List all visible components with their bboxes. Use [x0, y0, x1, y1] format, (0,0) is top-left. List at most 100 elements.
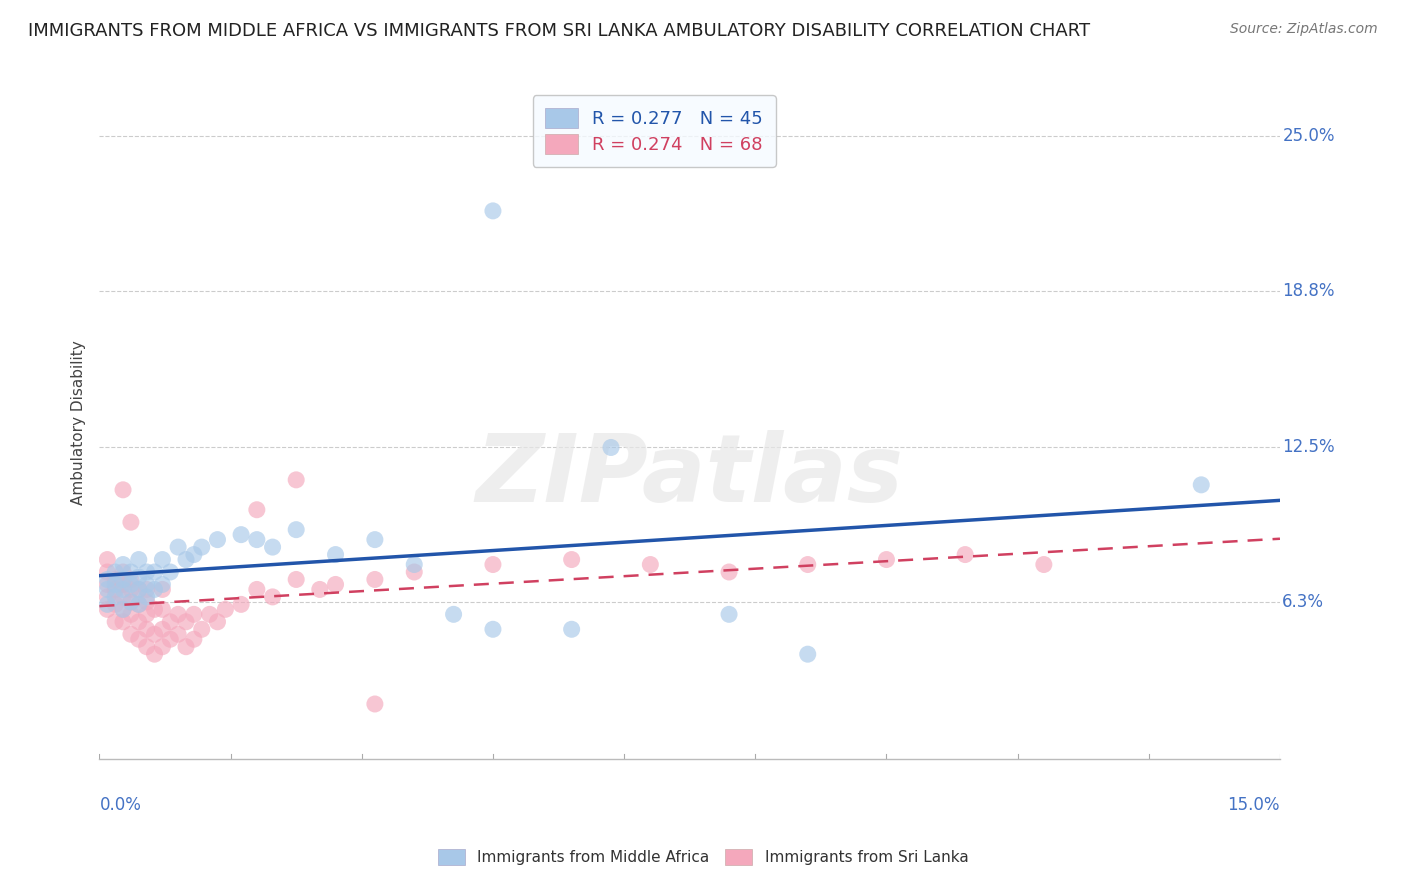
- Point: [96, 577, 118, 591]
- Point: [152, 640, 174, 654]
- Point: [128, 582, 150, 597]
- Point: [364, 697, 387, 711]
- Point: [128, 598, 150, 612]
- Point: [135, 577, 157, 591]
- Point: [404, 558, 426, 572]
- Point: [183, 548, 205, 562]
- Point: [183, 607, 205, 622]
- Text: 25.0%: 25.0%: [1282, 128, 1334, 145]
- Point: [174, 640, 197, 654]
- Point: [285, 523, 308, 537]
- Point: [143, 647, 166, 661]
- Point: [128, 598, 150, 612]
- Point: [112, 558, 135, 572]
- Point: [159, 632, 181, 647]
- Point: [135, 590, 157, 604]
- Text: Source: ZipAtlas.com: Source: ZipAtlas.com: [1230, 22, 1378, 37]
- Point: [112, 573, 135, 587]
- Point: [246, 502, 269, 516]
- Text: 12.5%: 12.5%: [1282, 439, 1334, 457]
- Point: [159, 615, 181, 629]
- Point: [120, 565, 142, 579]
- Point: [262, 540, 284, 554]
- Point: [104, 573, 127, 587]
- Point: [364, 533, 387, 547]
- Point: [104, 577, 127, 591]
- Point: [135, 640, 157, 654]
- Point: [112, 483, 135, 497]
- Point: [364, 573, 387, 587]
- Point: [135, 582, 157, 597]
- Point: [190, 622, 212, 636]
- Point: [152, 582, 174, 597]
- Point: [640, 558, 662, 572]
- Legend: R = 0.277   N = 45, R = 0.274   N = 68: R = 0.277 N = 45, R = 0.274 N = 68: [533, 95, 776, 167]
- Point: [1032, 558, 1054, 572]
- Point: [246, 533, 269, 547]
- Point: [112, 577, 135, 591]
- Point: [96, 573, 118, 587]
- Point: [159, 565, 181, 579]
- Point: [104, 615, 127, 629]
- Point: [404, 565, 426, 579]
- Point: [1189, 478, 1212, 492]
- Point: [167, 540, 190, 554]
- Point: [214, 602, 236, 616]
- Legend: Immigrants from Middle Africa, Immigrants from Sri Lanka: Immigrants from Middle Africa, Immigrant…: [432, 843, 974, 871]
- Point: [143, 582, 166, 597]
- Point: [600, 441, 623, 455]
- Y-axis label: Ambulatory Disability: Ambulatory Disability: [72, 340, 86, 505]
- Text: 15.0%: 15.0%: [1227, 796, 1279, 814]
- Point: [482, 558, 505, 572]
- Point: [285, 573, 308, 587]
- Point: [135, 595, 157, 609]
- Point: [174, 615, 197, 629]
- Point: [120, 582, 142, 597]
- Point: [112, 615, 135, 629]
- Point: [207, 615, 229, 629]
- Point: [135, 622, 157, 636]
- Point: [120, 627, 142, 641]
- Point: [482, 622, 505, 636]
- Point: [174, 552, 197, 566]
- Point: [96, 598, 118, 612]
- Point: [308, 582, 330, 597]
- Point: [120, 595, 142, 609]
- Point: [718, 607, 741, 622]
- Point: [112, 565, 135, 579]
- Point: [152, 552, 174, 566]
- Point: [143, 627, 166, 641]
- Point: [128, 582, 150, 597]
- Point: [183, 632, 205, 647]
- Point: [190, 540, 212, 554]
- Point: [112, 602, 135, 616]
- Text: ZIPatlas: ZIPatlas: [475, 430, 904, 523]
- Point: [718, 565, 741, 579]
- Point: [167, 607, 190, 622]
- Point: [797, 558, 820, 572]
- Point: [96, 602, 118, 616]
- Point: [875, 552, 897, 566]
- Point: [443, 607, 465, 622]
- Point: [152, 622, 174, 636]
- Point: [246, 582, 269, 597]
- Point: [482, 203, 505, 218]
- Point: [128, 570, 150, 584]
- Point: [135, 607, 157, 622]
- Text: 0.0%: 0.0%: [100, 796, 142, 814]
- Point: [262, 590, 284, 604]
- Point: [120, 573, 142, 587]
- Point: [128, 632, 150, 647]
- Point: [104, 590, 127, 604]
- Point: [96, 552, 118, 566]
- Text: 18.8%: 18.8%: [1282, 282, 1334, 300]
- Point: [285, 473, 308, 487]
- Point: [128, 552, 150, 566]
- Point: [207, 533, 229, 547]
- Point: [128, 615, 150, 629]
- Text: 6.3%: 6.3%: [1282, 593, 1324, 611]
- Point: [561, 552, 583, 566]
- Point: [96, 590, 118, 604]
- Point: [325, 548, 347, 562]
- Point: [198, 607, 221, 622]
